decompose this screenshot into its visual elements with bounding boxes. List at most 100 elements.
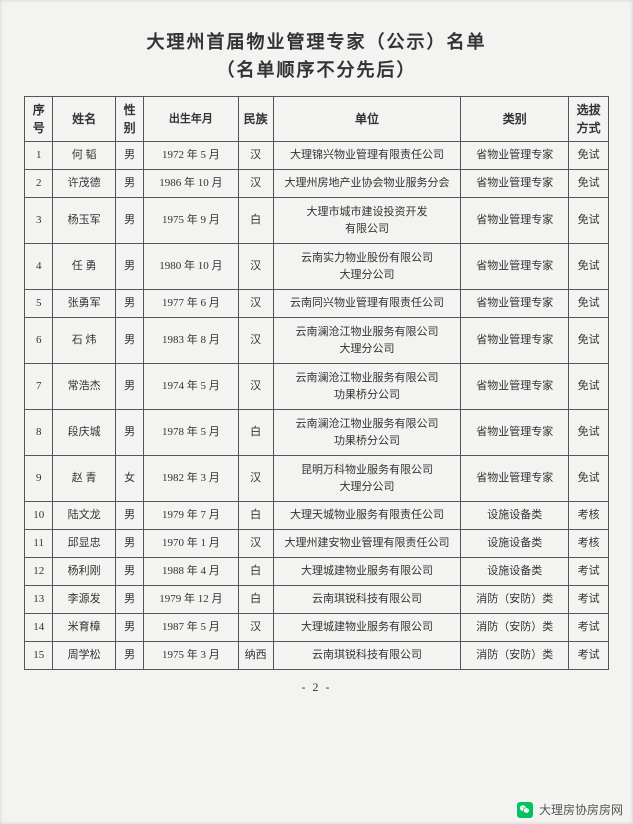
cell-seq: 6 <box>25 318 53 364</box>
cell-eth: 汉 <box>238 244 273 290</box>
cell-unit: 云南同兴物业管理有限责任公司 <box>273 290 460 318</box>
cell-sex: 男 <box>115 558 143 586</box>
cell-sex: 男 <box>115 502 143 530</box>
cell-eth: 白 <box>238 410 273 456</box>
page-subtitle: （名单顺序不分先后） <box>24 56 609 82</box>
cell-birth: 1972 年 5 月 <box>144 142 238 170</box>
cell-cat: 消防（安防）类 <box>461 642 569 670</box>
col-cat: 类别 <box>461 97 569 142</box>
page-number: - 2 - <box>24 680 609 695</box>
cell-sel: 免试 <box>569 410 609 456</box>
cell-unit: 云南实力物业股份有限公司 大理分公司 <box>273 244 460 290</box>
cell-unit: 大理天城物业服务有限责任公司 <box>273 502 460 530</box>
cell-name: 段庆城 <box>53 410 115 456</box>
cell-cat: 设施设备类 <box>461 502 569 530</box>
cell-sex: 男 <box>115 170 143 198</box>
col-sex: 性别 <box>115 97 143 142</box>
col-name: 姓名 <box>53 97 115 142</box>
cell-name: 米育樟 <box>53 614 115 642</box>
cell-sex: 男 <box>115 642 143 670</box>
cell-unit: 云南琪锐科技有限公司 <box>273 642 460 670</box>
cell-sel: 考试 <box>569 558 609 586</box>
table-row: 11邱显忠男1970 年 1 月汉大理州建安物业管理有限责任公司设施设备类考核 <box>25 530 609 558</box>
cell-sex: 男 <box>115 198 143 244</box>
cell-birth: 1975 年 9 月 <box>144 198 238 244</box>
cell-name: 张勇军 <box>53 290 115 318</box>
cell-eth: 汉 <box>238 170 273 198</box>
table-row: 5张勇军男1977 年 6 月汉云南同兴物业管理有限责任公司省物业管理专家免试 <box>25 290 609 318</box>
col-seq: 序号 <box>25 97 53 142</box>
cell-cat: 设施设备类 <box>461 558 569 586</box>
cell-birth: 1983 年 8 月 <box>144 318 238 364</box>
cell-unit: 昆明万科物业服务有限公司 大理分公司 <box>273 456 460 502</box>
cell-sex: 男 <box>115 318 143 364</box>
cell-eth: 汉 <box>238 614 273 642</box>
cell-unit: 云南澜沧江物业服务有限公司 大理分公司 <box>273 318 460 364</box>
cell-cat: 设施设备类 <box>461 530 569 558</box>
cell-seq: 9 <box>25 456 53 502</box>
cell-sel: 考核 <box>569 530 609 558</box>
cell-eth: 汉 <box>238 364 273 410</box>
cell-eth: 汉 <box>238 530 273 558</box>
cell-name: 杨利刚 <box>53 558 115 586</box>
cell-birth: 1977 年 6 月 <box>144 290 238 318</box>
cell-seq: 7 <box>25 364 53 410</box>
cell-cat: 省物业管理专家 <box>461 410 569 456</box>
cell-cat: 省物业管理专家 <box>461 456 569 502</box>
cell-cat: 省物业管理专家 <box>461 142 569 170</box>
cell-unit: 云南琪锐科技有限公司 <box>273 586 460 614</box>
cell-sel: 免试 <box>569 456 609 502</box>
col-unit: 单位 <box>273 97 460 142</box>
cell-eth: 汉 <box>238 290 273 318</box>
cell-name: 周学松 <box>53 642 115 670</box>
cell-unit: 大理市城市建设投资开发 有限公司 <box>273 198 460 244</box>
cell-sex: 男 <box>115 364 143 410</box>
table-row: 8段庆城男1978 年 5 月白云南澜沧江物业服务有限公司 功果桥分公司省物业管… <box>25 410 609 456</box>
cell-name: 许茂德 <box>53 170 115 198</box>
cell-sex: 男 <box>115 244 143 290</box>
table-row: 15周学松男1975 年 3 月纳西云南琪锐科技有限公司消防（安防）类考试 <box>25 642 609 670</box>
cell-sel: 免试 <box>569 318 609 364</box>
cell-sex: 男 <box>115 142 143 170</box>
cell-unit: 云南澜沧江物业服务有限公司 功果桥分公司 <box>273 410 460 456</box>
document-page: 大理州首届物业管理专家（公示）名单 （名单顺序不分先后） 序号 姓名 性别 出生… <box>0 0 633 824</box>
cell-seq: 10 <box>25 502 53 530</box>
cell-eth: 白 <box>238 502 273 530</box>
cell-seq: 3 <box>25 198 53 244</box>
cell-cat: 省物业管理专家 <box>461 198 569 244</box>
cell-sel: 考试 <box>569 614 609 642</box>
cell-seq: 5 <box>25 290 53 318</box>
table-row: 9赵 青女1982 年 3 月汉昆明万科物业服务有限公司 大理分公司省物业管理专… <box>25 456 609 502</box>
table-row: 1何 韬男1972 年 5 月汉大理锦兴物业管理有限责任公司省物业管理专家免试 <box>25 142 609 170</box>
cell-sel: 免试 <box>569 364 609 410</box>
cell-sex: 男 <box>115 410 143 456</box>
cell-sel: 考试 <box>569 586 609 614</box>
cell-name: 邱显忠 <box>53 530 115 558</box>
cell-unit: 大理城建物业服务有限公司 <box>273 614 460 642</box>
cell-unit: 大理锦兴物业管理有限责任公司 <box>273 142 460 170</box>
cell-birth: 1987 年 5 月 <box>144 614 238 642</box>
cell-birth: 1979 年 7 月 <box>144 502 238 530</box>
cell-cat: 消防（安防）类 <box>461 586 569 614</box>
table-row: 3杨玉军男1975 年 9 月白大理市城市建设投资开发 有限公司省物业管理专家免… <box>25 198 609 244</box>
table-row: 10陆文龙男1979 年 7 月白大理天城物业服务有限责任公司设施设备类考核 <box>25 502 609 530</box>
cell-seq: 15 <box>25 642 53 670</box>
cell-birth: 1988 年 4 月 <box>144 558 238 586</box>
cell-birth: 1982 年 3 月 <box>144 456 238 502</box>
table-header-row: 序号 姓名 性别 出生年月 民族 单位 类别 选拔方式 <box>25 97 609 142</box>
cell-sex: 女 <box>115 456 143 502</box>
cell-sel: 免试 <box>569 142 609 170</box>
cell-seq: 12 <box>25 558 53 586</box>
cell-sex: 男 <box>115 614 143 642</box>
footer-text: 大理房协房房网 <box>539 801 623 818</box>
cell-birth: 1970 年 1 月 <box>144 530 238 558</box>
cell-seq: 2 <box>25 170 53 198</box>
cell-name: 石 炜 <box>53 318 115 364</box>
cell-eth: 白 <box>238 586 273 614</box>
cell-birth: 1986 年 10 月 <box>144 170 238 198</box>
cell-cat: 省物业管理专家 <box>461 290 569 318</box>
cell-sel: 考试 <box>569 642 609 670</box>
expert-table: 序号 姓名 性别 出生年月 民族 单位 类别 选拔方式 1何 韬男1972 年 … <box>24 96 609 670</box>
table-row: 2许茂德男1986 年 10 月汉大理州房地产业协会物业服务分会省物业管理专家免… <box>25 170 609 198</box>
page-title: 大理州首届物业管理专家（公示）名单 <box>24 28 609 54</box>
